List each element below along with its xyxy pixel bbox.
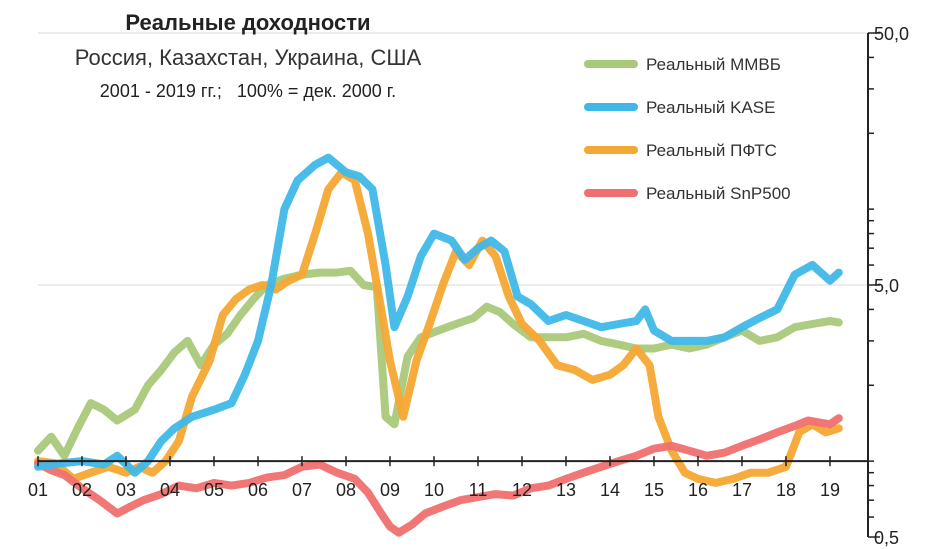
series-layer — [34, 153, 843, 537]
legend-label: Реальный ПФТС — [646, 141, 777, 160]
x-tick-label: 12 — [512, 480, 532, 500]
x-tick-label: 03 — [116, 480, 136, 500]
x-tick-label: 11 — [469, 480, 488, 500]
x-tick-label: 08 — [336, 480, 356, 500]
legend-label: Реальный KASE — [646, 98, 775, 117]
x-tick-label: 16 — [688, 480, 708, 500]
x-tick-label: 14 — [600, 480, 620, 500]
x-tick-label: 07 — [292, 480, 312, 500]
chart-title: Реальные доходности — [125, 10, 370, 35]
legend: Реальный ММВБ Реальный KASE Реальный ПФТС Р… — [584, 55, 791, 203]
x-tick-label: 19 — [820, 480, 840, 500]
chart-subtitle-2: 2001 - 2019 гг.; 100% = дек. 2000 г. — [100, 81, 396, 101]
legend-label: Реальный SnP500 — [646, 184, 791, 203]
y-tick-label: 5,0 — [874, 276, 899, 296]
grid-lines — [38, 32, 868, 286]
legend-label: Реальный ММВБ — [646, 55, 781, 74]
axes: 50,0 5,0 0,5 01 02 03 04 05 06 07 08 09 10 11 12 13 14 15… — [28, 24, 909, 548]
x-tick-label: 02 — [72, 480, 92, 500]
chart-subtitle: Россия, Казахстан, Украина, США — [75, 45, 422, 70]
x-tick-label: 09 — [380, 480, 400, 500]
x-tick-label: 05 — [204, 480, 224, 500]
x-tick-label: 04 — [160, 480, 180, 500]
y-tick-label: 50,0 — [874, 24, 909, 44]
x-tick-label: 15 — [644, 480, 664, 500]
x-tick-label: 13 — [556, 480, 576, 500]
series-line-1 — [34, 153, 843, 477]
x-tick-label: 10 — [424, 480, 444, 500]
x-tick-label: 17 — [732, 480, 752, 500]
x-tick-label: 18 — [776, 480, 796, 500]
y-tick-label: 0,5 — [874, 528, 899, 548]
series-line-3 — [34, 414, 843, 537]
x-tick-label: 01 — [28, 480, 48, 500]
x-tick-label: 06 — [248, 480, 268, 500]
